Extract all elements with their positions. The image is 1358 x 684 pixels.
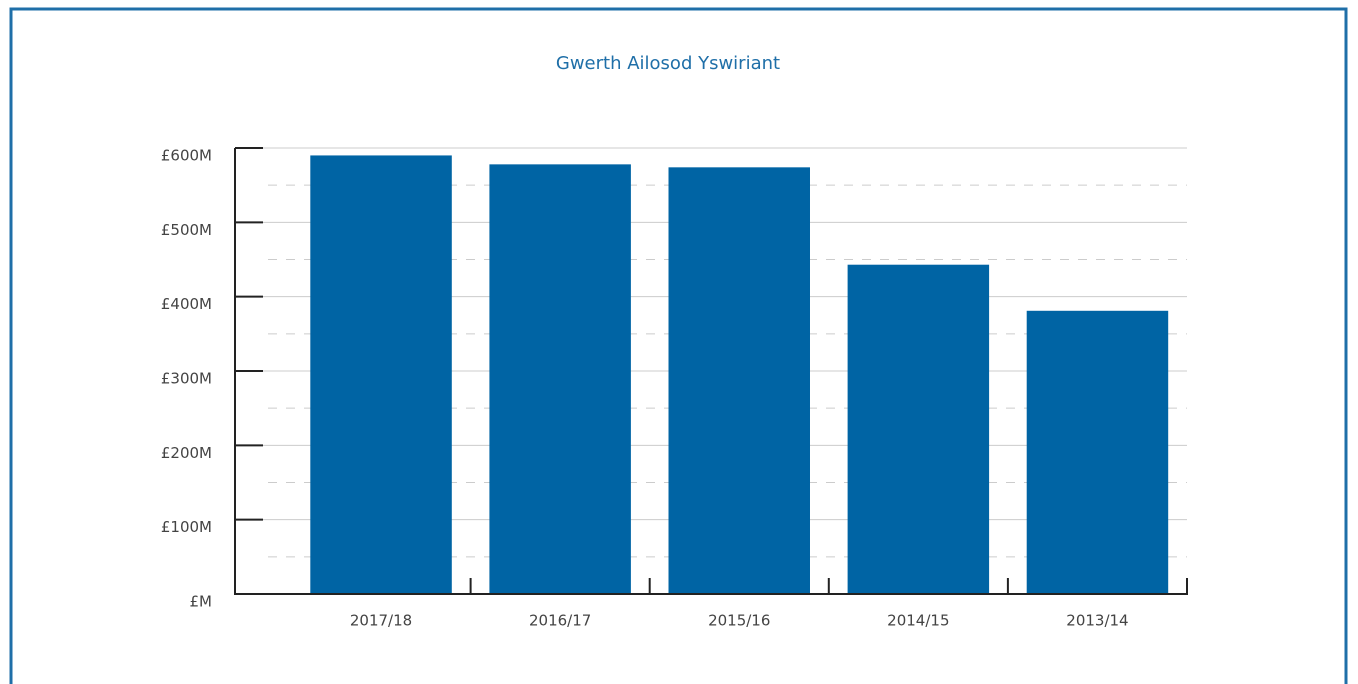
x-tick-label: 2013/14: [1066, 612, 1128, 630]
y-tick-label: £100M: [161, 518, 212, 536]
x-tick-label: 2014/15: [887, 612, 949, 630]
bar: [668, 167, 810, 594]
bar: [1026, 310, 1169, 594]
x-tick-label: 2015/16: [708, 612, 770, 630]
frame: [9, 7, 1348, 684]
y-tick-label: £300M: [161, 370, 212, 388]
y-tick-label: £600M: [161, 147, 212, 165]
y-tick-label: £M: [190, 593, 213, 611]
y-tick-label: £200M: [161, 444, 212, 462]
y-tick-label: £400M: [161, 295, 212, 313]
chart-title: Gwerth Ailosod Yswiriant: [556, 53, 780, 74]
bar: [489, 164, 631, 594]
y-tick-label: £500M: [161, 221, 212, 239]
bar: [310, 155, 452, 594]
x-tick-label: 2017/18: [350, 612, 412, 630]
bar: [847, 264, 990, 594]
x-tick-label: 2016/17: [529, 612, 591, 630]
